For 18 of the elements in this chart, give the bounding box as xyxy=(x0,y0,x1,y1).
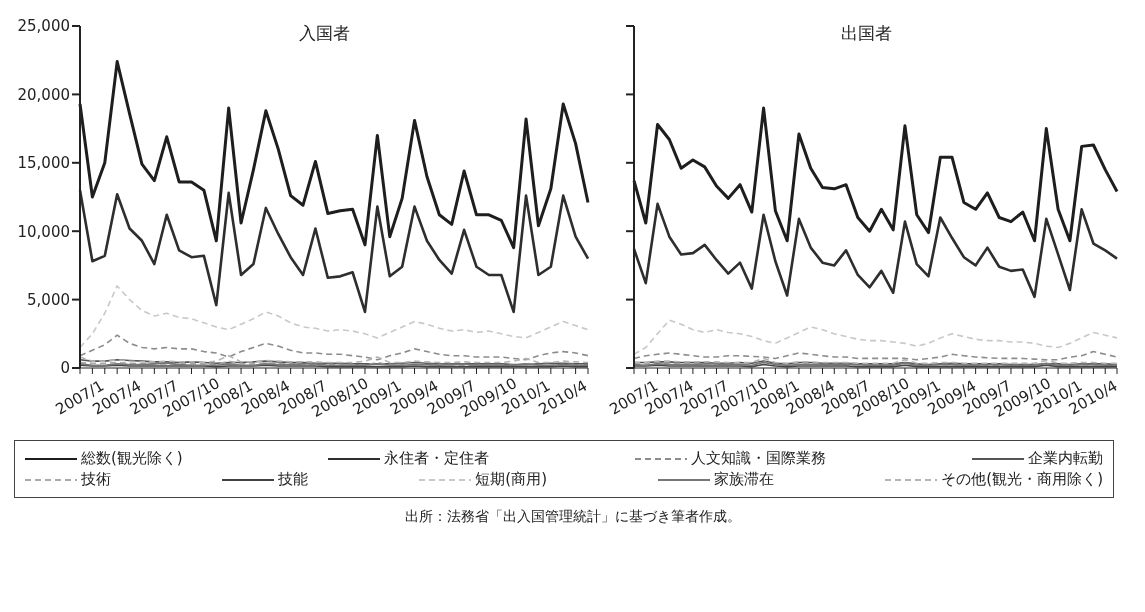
chart-title: 入国者 xyxy=(299,22,350,45)
chart-title: 出国者 xyxy=(840,22,892,45)
text: 出所：法務省「出入国管理統計」に基づき筆者作成。 xyxy=(403,508,742,526)
legend-label: 企業内転勤 xyxy=(1027,449,1103,468)
legend-label: 永住者・定住者 xyxy=(384,449,490,468)
y-tick-label: 20,000 xyxy=(17,85,70,104)
legend-label: 技能 xyxy=(278,470,309,489)
legend-label: 技術 xyxy=(81,470,111,489)
legend-label: 人文知識・国際業務 xyxy=(691,449,827,468)
y-tick-label: 10,000 xyxy=(17,222,70,241)
legend-label: 総数(観光除く) xyxy=(81,449,183,468)
y-tick-label: 0 xyxy=(60,359,70,378)
y-tick-label: 25,000 xyxy=(17,17,70,36)
legend-label: 短期(商用) xyxy=(475,470,547,489)
legend-label: その他(観光・商用除く) xyxy=(941,470,1103,489)
y-tick-label: 5,000 xyxy=(27,290,70,309)
y-tick-label: 15,000 xyxy=(17,154,70,173)
legend-label: 家族滞在 xyxy=(714,470,775,489)
